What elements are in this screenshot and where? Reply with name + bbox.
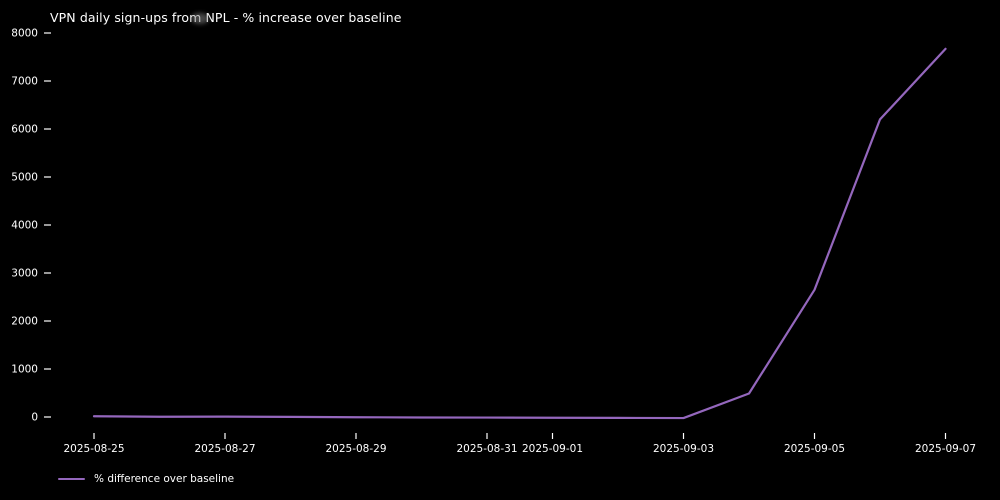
x-tick-label: 2025-08-25 [63, 443, 124, 455]
x-tick-label: 2025-08-31 [456, 443, 517, 455]
x-tick-label: 2025-09-05 [784, 443, 845, 455]
y-tick-label: 8000 [11, 28, 38, 40]
x-tick-label: 2025-08-27 [194, 443, 255, 455]
y-tick-label: 7000 [11, 76, 38, 88]
y-tick-label: 3000 [11, 268, 38, 280]
x-tick-label: 2025-09-01 [522, 443, 583, 455]
y-tick-label: 5000 [11, 172, 38, 184]
x-tick-label: 2025-09-03 [653, 443, 714, 455]
chart-title: VPN daily sign-ups from NPL - % increase… [50, 10, 402, 25]
legend-label: % difference over baseline [94, 473, 235, 485]
y-tick-label: 6000 [11, 124, 38, 136]
y-tick-label: 0 [31, 412, 38, 424]
x-tick-label: 2025-08-29 [325, 443, 386, 455]
legend-line-swatch [58, 477, 85, 481]
y-tick-label: 2000 [11, 316, 38, 328]
y-tick-label: 1000 [11, 364, 38, 376]
y-tick-label: 4000 [11, 220, 38, 232]
legend: % difference over baseline [58, 473, 234, 485]
x-tick-label: 2025-09-07 [915, 443, 976, 455]
data-line [92, 47, 947, 420]
